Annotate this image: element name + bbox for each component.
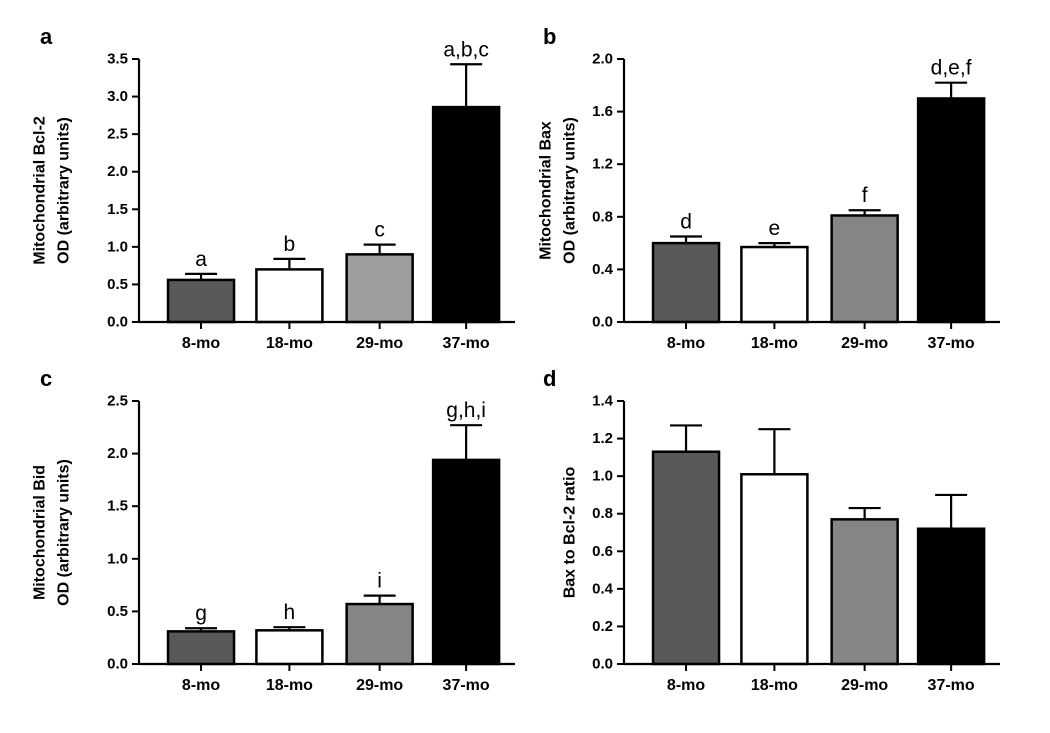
y-tick-label: 0.0: [592, 656, 613, 673]
significance-label: d: [680, 211, 692, 234]
significance-label: b: [284, 233, 296, 256]
x-tick-label: 29-mo: [841, 335, 888, 352]
y-axis-title: OD (arbitrary units): [56, 459, 73, 606]
y-axis-title: Mitochondrial Bcl-2: [32, 116, 49, 265]
x-tick-label: 18-mo: [266, 677, 313, 694]
y-tick-label: 0.4: [592, 261, 614, 278]
bar-18-mo: [255, 268, 324, 324]
bar-29-mo: [345, 253, 414, 324]
x-tick-label: 18-mo: [266, 335, 313, 352]
x-tick-label: 8-mo: [182, 677, 220, 694]
y-axis-title: Mitochondrial Bax: [538, 121, 555, 260]
x-tick-label: 37-mo: [928, 677, 975, 694]
significance-label: c: [374, 219, 385, 242]
bar-29-mo: [345, 602, 414, 666]
y-tick-label: 1.2: [592, 156, 613, 173]
y-tick-label: 0.8: [592, 505, 613, 522]
y-tick-label: 2.0: [592, 51, 613, 68]
x-tick-label: 37-mo: [443, 335, 490, 352]
x-tick-label: 18-mo: [751, 677, 798, 694]
panel-letter: a: [40, 24, 53, 49]
y-tick-label: 1.4: [592, 393, 614, 410]
y-tick-label: 0.5: [107, 603, 128, 620]
significance-label: e: [769, 217, 781, 240]
y-tick-label: 0.6: [592, 543, 613, 560]
significance-label: i: [377, 570, 382, 593]
y-tick-label: 0.5: [107, 276, 128, 293]
bar-29-mo: [830, 518, 899, 666]
significance-label: g,h,i: [446, 399, 486, 422]
y-tick-label: 0.2: [592, 618, 613, 635]
y-tick-label: 1.6: [592, 103, 613, 120]
x-tick-label: 37-mo: [443, 677, 490, 694]
y-tick-label: 0.8: [592, 208, 613, 225]
y-tick-label: 1.0: [592, 468, 613, 485]
x-tick-label: 8-mo: [667, 677, 705, 694]
y-tick-label: 2.5: [107, 393, 128, 410]
bar-29-mo: [830, 214, 899, 324]
y-tick-label: 3.0: [107, 88, 128, 105]
y-tick-label: 2.0: [107, 163, 128, 180]
x-tick-label: 18-mo: [751, 335, 798, 352]
y-tick-label: 0.0: [107, 314, 128, 331]
bar-37-mo: [431, 105, 501, 324]
y-tick-label: 0.4: [592, 580, 614, 597]
bar-37-mo: [916, 97, 986, 324]
y-tick-label: 1.5: [107, 201, 128, 218]
x-tick-label: 8-mo: [182, 335, 220, 352]
y-tick-label: 2.5: [107, 126, 128, 143]
y-tick-label: 1.5: [107, 498, 128, 515]
bar-37-mo: [431, 458, 501, 666]
y-tick-label: 1.0: [107, 550, 128, 567]
y-axis-title: Mitochondrial Bid: [32, 465, 49, 600]
bar-8-mo: [166, 278, 236, 324]
bar-18-mo: [740, 473, 809, 666]
x-tick-label: 29-mo: [841, 677, 888, 694]
panel-c: c Mitochondrial Bid OD (arbitrary units) g 8…: [32, 366, 515, 694]
y-axis-title: OD (arbitrary units): [56, 117, 73, 264]
y-axis-title: Bax to Bcl-2 ratio: [562, 466, 579, 598]
significance-label: a,b,c: [443, 38, 489, 61]
y-tick-label: 0.0: [592, 314, 613, 331]
significance-label: a: [195, 248, 207, 271]
bar-18-mo: [255, 629, 324, 666]
x-tick-label: 37-mo: [928, 335, 975, 352]
panel-letter: c: [40, 366, 52, 391]
y-tick-label: 1.0: [107, 238, 128, 255]
panel-b: b Mitochondrial Bax OD (arbitrary units) d 8…: [538, 24, 1000, 352]
panel-d: d Bax to Bcl-2 ratio 8-mo 18-mo 29-mo 37-mo 0.…: [543, 366, 1000, 694]
y-axis-title: OD (arbitrary units): [562, 117, 579, 264]
bar-37-mo: [916, 527, 986, 666]
bar-18-mo: [740, 245, 809, 324]
significance-label: h: [284, 601, 296, 624]
x-tick-label: 29-mo: [356, 335, 403, 352]
y-tick-label: 3.5: [107, 51, 128, 68]
x-tick-label: 29-mo: [356, 677, 403, 694]
significance-label: f: [862, 184, 868, 207]
bar-8-mo: [651, 450, 721, 666]
y-tick-label: 2.0: [107, 445, 128, 462]
panel-letter: d: [543, 366, 556, 391]
panel-letter: b: [543, 24, 556, 49]
bar-8-mo: [166, 630, 236, 666]
x-tick-label: 8-mo: [667, 335, 705, 352]
y-tick-label: 1.2: [592, 430, 613, 447]
significance-label: d,e,f: [931, 57, 972, 80]
y-tick-label: 0.0: [107, 656, 128, 673]
panel-a: a Mitochondrial Bcl-2 OD (arbitrary units)…: [32, 24, 515, 352]
significance-label: g: [195, 602, 207, 625]
bar-8-mo: [651, 241, 721, 324]
